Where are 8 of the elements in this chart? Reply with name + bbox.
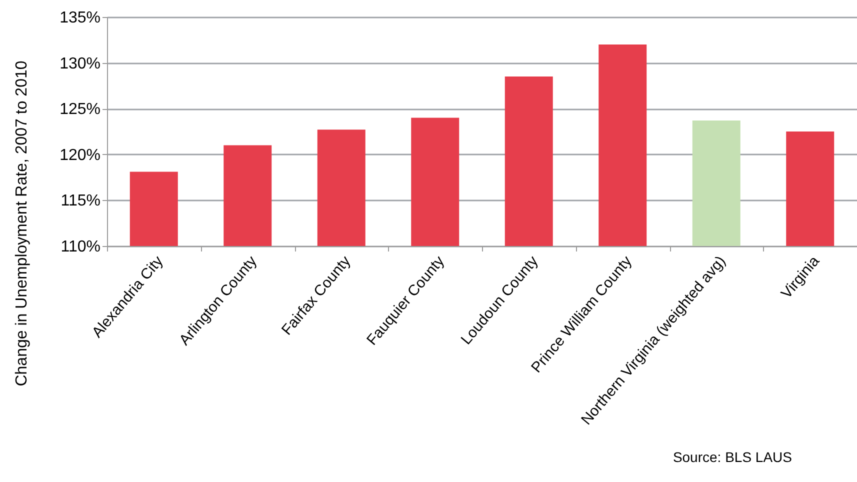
y-tick-label: 120% [60, 146, 100, 164]
y-tick-label: 125% [60, 101, 100, 118]
source-note: Source: BLS LAUS [672, 449, 792, 465]
y-tick-label: 110% [60, 238, 100, 256]
y-axis-title: Change in Unemployment Rate, 2007 to 2010 [14, 60, 30, 386]
y-tick-label: 115% [60, 192, 100, 210]
y-tick-label: 130% [60, 55, 100, 72]
y-tick-label: 135% [60, 10, 100, 26]
